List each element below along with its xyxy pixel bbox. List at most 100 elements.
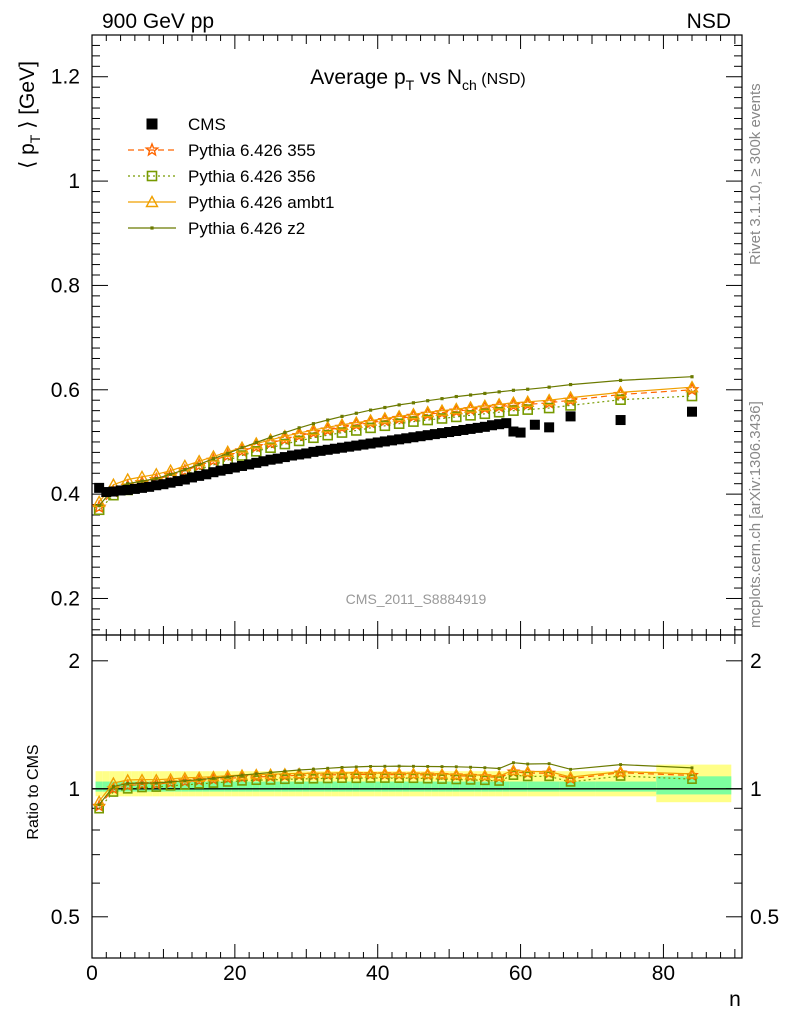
- ambt1-point: [206, 449, 221, 462]
- z2-point: [618, 378, 623, 382]
- ambt1-point: [421, 405, 435, 418]
- ambt1-point: [613, 385, 628, 398]
- band-inner: [167, 781, 175, 792]
- band-inner: [131, 781, 139, 792]
- cms-point: [258, 456, 269, 467]
- ambt1-point: [278, 767, 291, 779]
- band-inner: [445, 781, 453, 792]
- ambt1-point: [563, 390, 578, 403]
- x-tick-label: 0: [86, 962, 98, 985]
- ambt1-point: [307, 766, 320, 779]
- ambt1-point: [207, 770, 220, 782]
- z2-point: [111, 785, 115, 788]
- cms-point: [308, 446, 319, 457]
- band-inner: [424, 781, 432, 792]
- cms-point: [187, 472, 197, 483]
- z2-point: [97, 504, 101, 508]
- cms-point: [437, 428, 447, 439]
- ambt1-line: [98, 386, 693, 503]
- s356-point: [237, 775, 247, 786]
- cms-point: [358, 439, 369, 450]
- s356-point: [544, 771, 554, 782]
- cms-point: [508, 426, 519, 437]
- ambt1-point: [463, 400, 478, 413]
- z2-point: [211, 776, 215, 780]
- cms-point: [501, 418, 512, 429]
- rivet-label: Rivet 3.1.10, ≥ 300k events: [747, 83, 764, 265]
- z2-point: [226, 775, 230, 779]
- band-inner: [302, 781, 310, 792]
- band-inner: [352, 781, 360, 792]
- chart-title: Average pT vs Nch (NSD): [310, 66, 525, 93]
- band-inner: [345, 781, 353, 792]
- ambt1-point: [306, 423, 321, 436]
- z2-point: [154, 476, 158, 481]
- band-inner: [159, 781, 167, 792]
- band-inner: [409, 781, 417, 792]
- ratio-tick-label-right: 1: [750, 778, 762, 801]
- ambt1-point: [378, 411, 392, 424]
- s356-point: [687, 774, 697, 784]
- legend-label: Pythia 6.426 z2: [188, 219, 305, 238]
- z2-point: [440, 765, 444, 769]
- z2-point: [97, 803, 101, 807]
- cms-point: [101, 487, 112, 498]
- cms-point: [444, 427, 455, 438]
- z2-point: [140, 781, 144, 785]
- y-tick-label: 1: [68, 170, 80, 193]
- band-inner: [174, 781, 182, 792]
- ratio-tick-label: 2: [68, 650, 80, 673]
- z2-point: [440, 397, 444, 401]
- z2-point: [569, 767, 573, 771]
- ambt1-point: [363, 413, 378, 426]
- ambt1-point: [435, 767, 449, 779]
- s356-point: [422, 414, 434, 426]
- z2-point: [211, 457, 216, 461]
- band-inner: [374, 781, 382, 792]
- cms-point: [194, 470, 205, 481]
- cms-point: [401, 433, 412, 444]
- band-inner: [281, 781, 289, 792]
- z2-point: [254, 440, 258, 445]
- z2-point: [283, 430, 287, 435]
- s356-point: [494, 776, 504, 786]
- ambt1-point: [464, 768, 477, 780]
- z2-point: [383, 764, 387, 768]
- s356-point: [236, 450, 248, 461]
- cms-point: [315, 445, 326, 456]
- s356-ratio-line: [98, 774, 693, 810]
- cms-point: [365, 438, 376, 449]
- ratio-plot-series: [92, 761, 699, 814]
- band-inner: [388, 781, 396, 792]
- ambt1-point: [263, 432, 278, 446]
- cms-point: [394, 434, 405, 445]
- z2-point: [354, 411, 358, 415]
- ambt1-point: [543, 765, 556, 777]
- cms-point: [94, 482, 105, 493]
- band-inner: [217, 781, 225, 792]
- s356-point: [308, 432, 319, 444]
- y-tick-label: 0.2: [51, 587, 80, 610]
- z2-point: [397, 764, 401, 768]
- cms-point: [479, 421, 490, 432]
- z2-point: [526, 762, 530, 766]
- s356-point: [146, 170, 158, 182]
- cms-point: [287, 450, 297, 461]
- ambt1-point: [478, 768, 491, 781]
- s356-point: [294, 774, 304, 784]
- s356-point: [322, 429, 334, 441]
- band-inner: [245, 781, 253, 792]
- s356-point: [437, 774, 447, 784]
- cms-point: [244, 459, 255, 470]
- ambt1-point: [542, 393, 556, 406]
- z2-point: [197, 462, 201, 466]
- cms-point: [108, 486, 119, 497]
- s356-point: [451, 774, 462, 785]
- header-left: 900 GeV pp: [102, 10, 214, 33]
- ratio-frame: [91, 634, 743, 959]
- ratio-tick-label-right: 0.5: [750, 906, 779, 929]
- band-inner: [338, 781, 346, 792]
- x-tick-label: 40: [366, 962, 389, 985]
- z2-point: [226, 451, 230, 456]
- band-inner: [559, 781, 596, 792]
